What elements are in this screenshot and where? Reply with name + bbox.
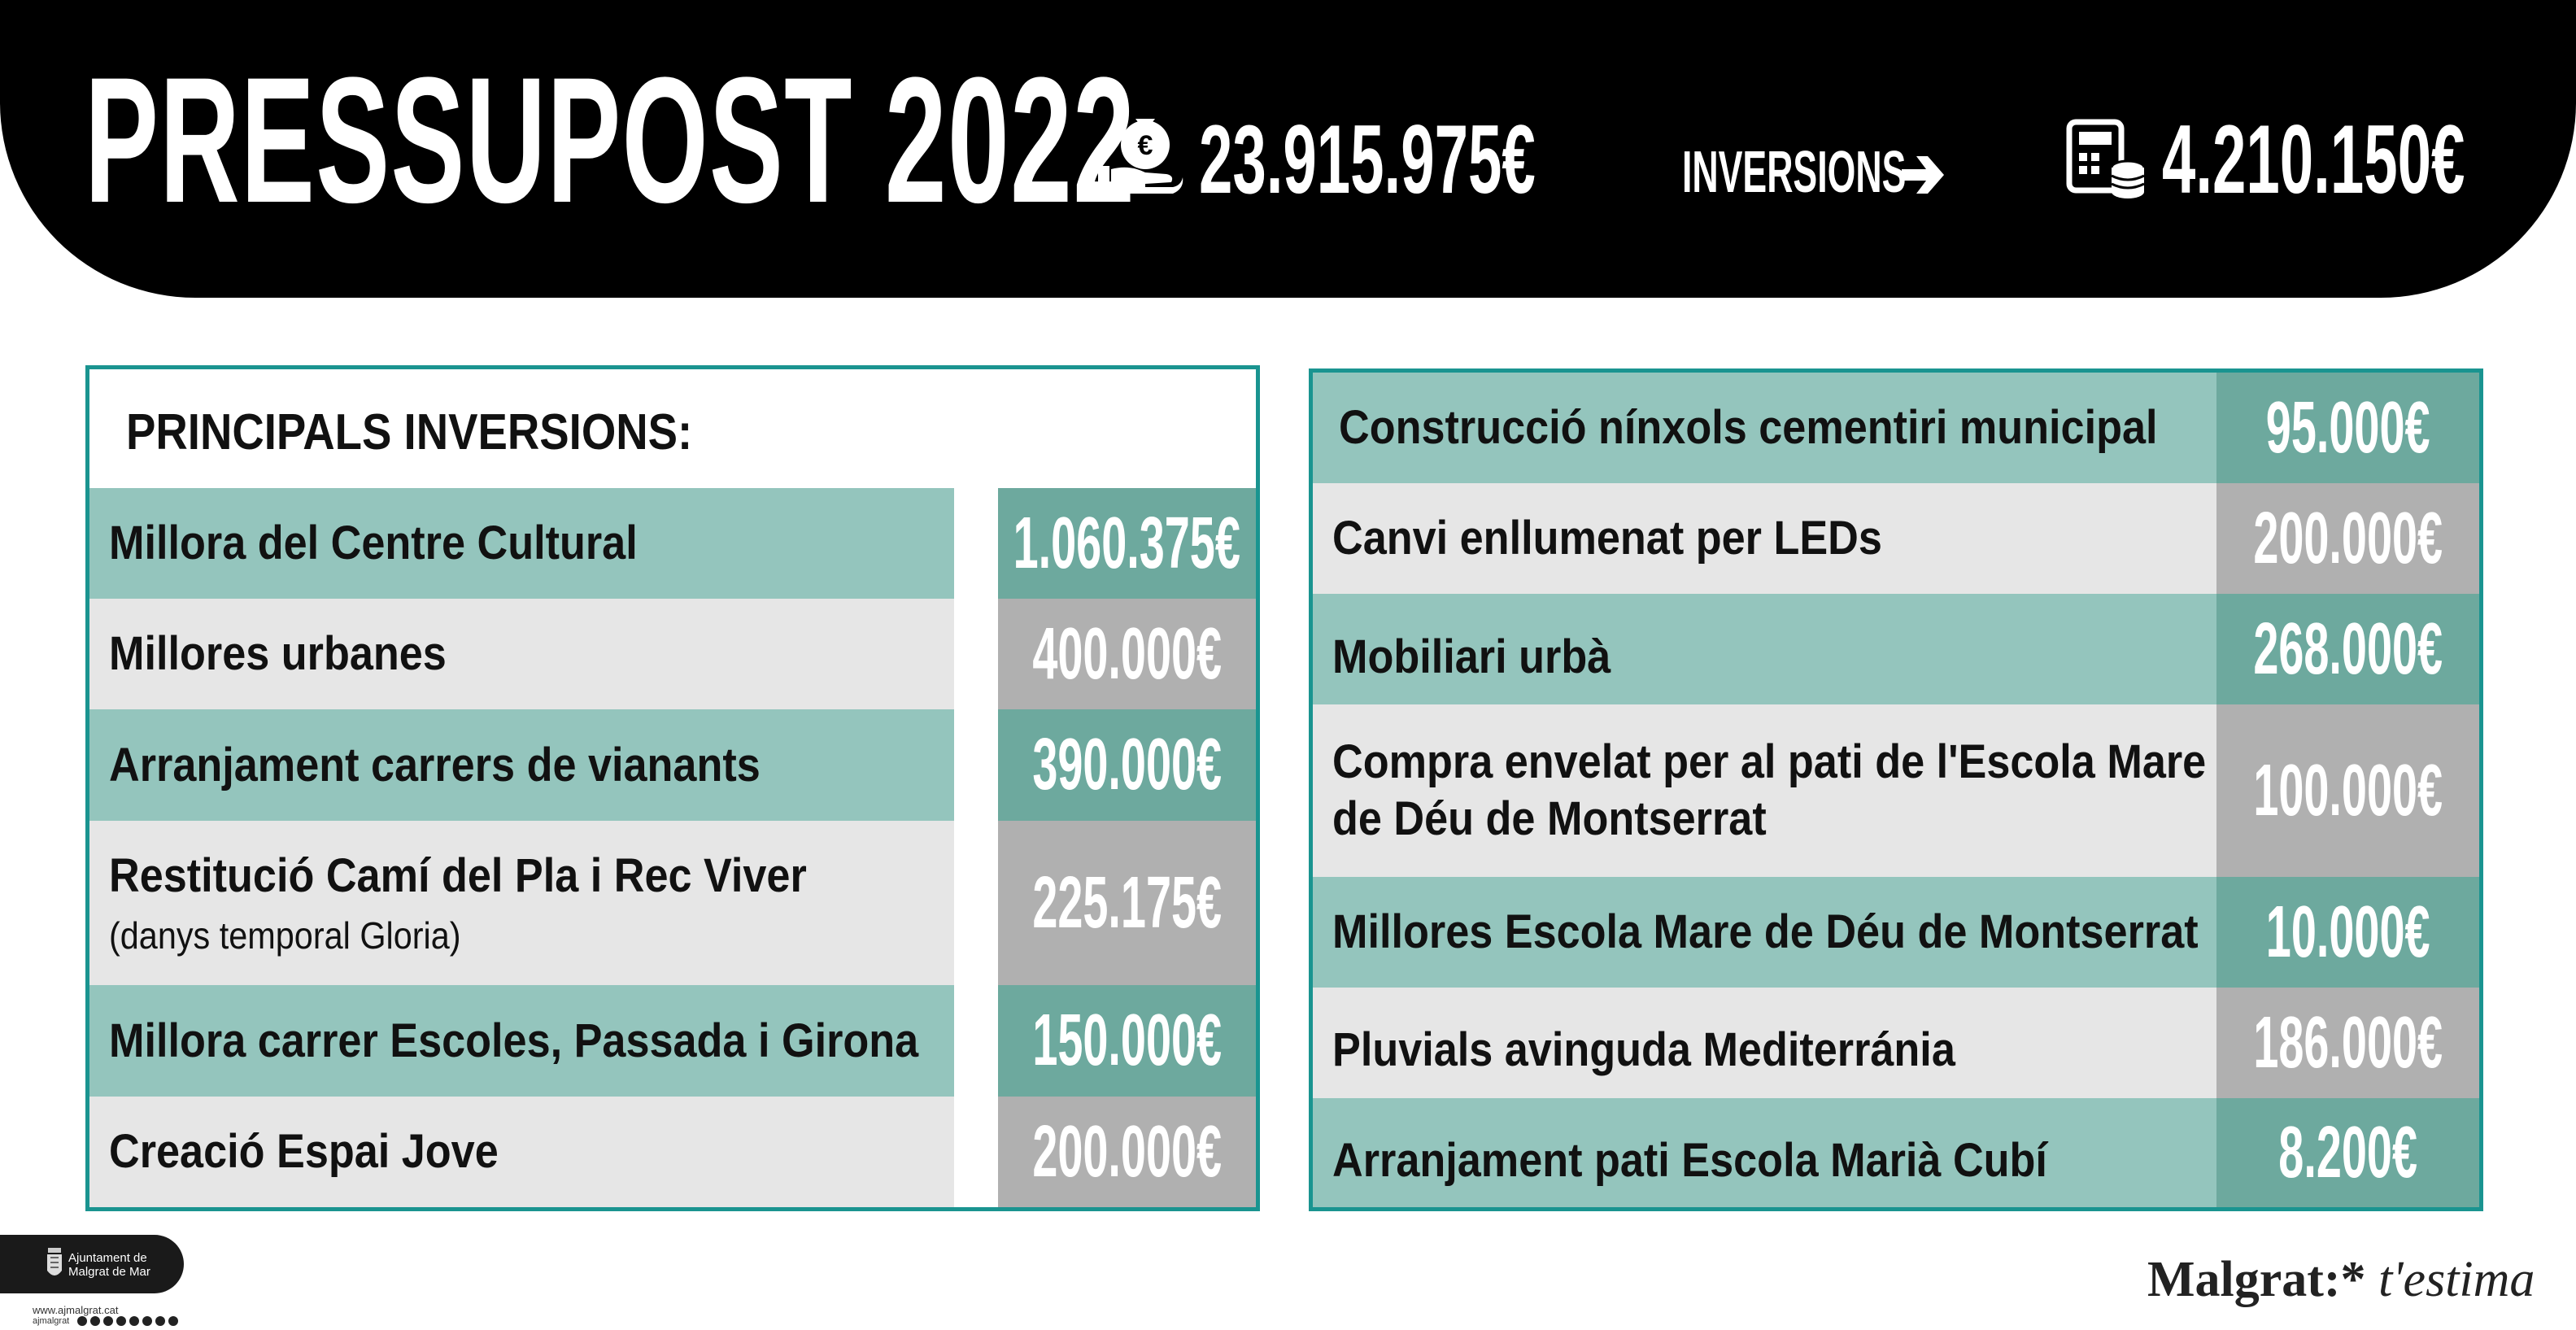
row-label: Construcció nínxols cementiri municipal bbox=[1339, 401, 2158, 454]
table-row: Compra envelat per al pati de l'Escola M… bbox=[1313, 704, 2479, 877]
row-value: 400.000€ bbox=[1032, 613, 1222, 695]
row-label: Pluvials avinguda Mediterránia bbox=[1332, 1023, 1955, 1076]
page-title: PRESSUPOST 2022 bbox=[85, 40, 1136, 240]
row-value: 200.000€ bbox=[2253, 497, 2443, 579]
town-hall-name: Ajuntament de Malgrat de Mar bbox=[68, 1251, 150, 1279]
inversions-total-value: 4.210.150€ bbox=[2162, 105, 2465, 214]
table-row: Canvi enllumenat per LEDs 200.000€ bbox=[1313, 483, 2479, 594]
table-row: Construcció nínxols cementiri municipal … bbox=[1313, 373, 2479, 483]
row-value: 10.000€ bbox=[2265, 891, 2430, 973]
row-value: 95.000€ bbox=[2265, 386, 2430, 469]
principal-investments-table: PRINCIPALS INVERSIONS: Millora del Centr… bbox=[85, 365, 1260, 1211]
row-value: 1.060.375€ bbox=[1013, 502, 1241, 584]
brand-logo: Malgrat:* t'estima bbox=[2147, 1252, 2535, 1307]
svg-text:€: € bbox=[1138, 130, 1153, 161]
row-label: Creació Espai Jove bbox=[109, 1125, 499, 1178]
social-media-icons[interactable] bbox=[76, 1315, 182, 1327]
row-label: Canvi enllumenat per LEDs bbox=[1332, 512, 1882, 565]
row-label: Millora del Centre Cultural bbox=[109, 517, 638, 569]
row-label: Restitució Camí del Pla i Rec Viver bbox=[109, 849, 807, 902]
row-label: Compra envelat per al pati de l'Escola M… bbox=[1332, 735, 2207, 788]
row-value: 200.000€ bbox=[1032, 1110, 1222, 1193]
table-row: Creació Espai Jove 200.000€ bbox=[89, 1097, 1256, 1207]
table-row: Millores Escola Mare de Déu de Montserra… bbox=[1313, 877, 2479, 988]
money-bag-hand-icon: € bbox=[1098, 119, 1183, 194]
row-label: Millores Escola Mare de Déu de Montserra… bbox=[1332, 905, 2199, 958]
row-value: 186.000€ bbox=[2253, 1001, 2443, 1084]
calculator-coins-icon bbox=[2066, 119, 2146, 198]
arrow-right-icon bbox=[1902, 156, 1944, 194]
town-hall-badge bbox=[0, 1235, 184, 1293]
row-value: 390.000€ bbox=[1032, 724, 1222, 805]
coat-of-arms-icon bbox=[47, 1248, 62, 1275]
row-label: Millores urbanes bbox=[109, 627, 447, 680]
table-heading: PRINCIPALS INVERSIONS: bbox=[126, 404, 693, 460]
social-handle: ajmalgrat bbox=[33, 1316, 70, 1326]
row-label: Mobiliari urbà bbox=[1332, 630, 1611, 683]
table-row: Restitució Camí del Pla i Rec Viver (dan… bbox=[89, 821, 1256, 985]
additional-investments-table: Construcció nínxols cementiri municipal … bbox=[1309, 368, 2483, 1211]
row-label-line2: de Déu de Montserrat bbox=[1332, 792, 1767, 845]
table-row: Millora del Centre Cultural 1.060.375€ bbox=[89, 488, 1256, 599]
row-value: 100.000€ bbox=[2253, 749, 2443, 831]
table-row: Millora carrer Escoles, Passada i Girona… bbox=[89, 985, 1256, 1097]
inversions-label: INVERSIONS bbox=[1682, 140, 1907, 205]
table-row: Millores urbanes 400.000€ bbox=[89, 599, 1256, 709]
table-row: Arranjament pati Escola Marià Cubí 8.200… bbox=[1313, 1098, 2479, 1207]
total-budget-value: 23.915.975€ bbox=[1199, 105, 1536, 214]
table-header: PRINCIPALS INVERSIONS: bbox=[89, 369, 1256, 488]
header-banner bbox=[0, 0, 2576, 298]
row-sublabel: (danys temporal Gloria) bbox=[109, 914, 461, 957]
row-label: Arranjament pati Escola Marià Cubí bbox=[1332, 1134, 2047, 1187]
website-link[interactable]: www.ajmalgrat.cat bbox=[33, 1304, 119, 1316]
table-row: Mobiliari urbà 268.000€ bbox=[1313, 594, 2479, 704]
row-value: 150.000€ bbox=[1032, 1000, 1222, 1081]
row-label: Arranjament carrers de vianants bbox=[109, 738, 761, 791]
table-row: Pluvials avinguda Mediterránia 186.000€ bbox=[1313, 988, 2479, 1098]
table-row: Arranjament carrers de vianants 390.000€ bbox=[89, 709, 1256, 821]
row-value: 225.175€ bbox=[1032, 861, 1222, 944]
row-label: Millora carrer Escoles, Passada i Girona bbox=[109, 1014, 919, 1067]
row-value: 8.200€ bbox=[2278, 1111, 2417, 1193]
row-value: 268.000€ bbox=[2253, 608, 2443, 690]
